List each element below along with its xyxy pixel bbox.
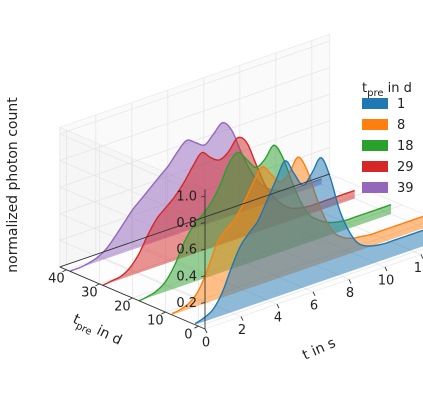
legend-item-18: 18 xyxy=(362,139,414,154)
z-tick-mark xyxy=(200,301,206,304)
grid-line xyxy=(198,248,423,327)
x-tick-mark xyxy=(204,328,208,334)
y-tick-mark xyxy=(161,311,166,315)
y-tick-mark xyxy=(95,283,100,287)
legend-item-29: 29 xyxy=(362,160,414,175)
z-tick-label: 1.0 xyxy=(176,190,197,205)
legend-label: 39 xyxy=(397,181,414,196)
z-tick-label: 0.6 xyxy=(176,243,197,258)
z-tick-mark xyxy=(200,195,206,198)
y-tick-mark xyxy=(194,325,199,329)
z-tick-mark xyxy=(200,275,206,278)
x-tick-mark xyxy=(276,303,280,309)
legend-swatch xyxy=(362,182,388,193)
y-tick-label: 30 xyxy=(81,285,98,300)
grid-line xyxy=(59,93,330,188)
legend-label: 8 xyxy=(397,118,405,133)
series-1-line xyxy=(194,156,423,325)
series-1-area xyxy=(195,157,423,325)
x-tick-mark xyxy=(240,316,244,321)
y-tick-label: 20 xyxy=(114,300,131,315)
legend-title-main: t xyxy=(362,81,367,96)
z-tick-label: 0.4 xyxy=(176,269,197,284)
x-axis-label: t in s xyxy=(300,335,338,364)
x-tick-label: 10 xyxy=(378,274,395,289)
legend-title-sub: pre xyxy=(367,88,383,99)
legend-swatch xyxy=(362,119,388,130)
x-tick-label: 6 xyxy=(310,298,318,313)
y-tick-label: 40 xyxy=(48,271,65,286)
x-tick-label: 0 xyxy=(202,336,210,351)
x-axis-line xyxy=(59,173,330,268)
y-tick-label: 10 xyxy=(147,314,164,329)
x-axis-label-suffix: in s xyxy=(305,335,338,361)
y-axis-label-suffix: in d xyxy=(90,321,124,349)
series-8-line xyxy=(171,156,423,315)
z-tick-label: 0.8 xyxy=(176,216,197,231)
x-tick-mark xyxy=(312,291,316,297)
legend-title: tpre in d xyxy=(362,81,412,99)
axes-layer: 024681012140102030400.20.40.60.81.0 xyxy=(48,173,423,351)
x-tick-label: 2 xyxy=(238,323,246,338)
legend-swatch xyxy=(362,98,388,109)
y-tick-mark xyxy=(62,269,67,273)
grid-line xyxy=(59,40,330,135)
series-1 xyxy=(194,156,423,325)
x-axis-label-main: t xyxy=(300,347,312,364)
x-tick-label: 12 xyxy=(414,261,423,276)
x-tick-label: 8 xyxy=(346,286,354,301)
legend-item-8: 8 xyxy=(362,118,405,133)
z-tick-label: 0.2 xyxy=(176,296,197,311)
y-axis-label: tpre in d xyxy=(69,311,124,351)
legend-label: 29 xyxy=(397,160,414,175)
y-axis-line xyxy=(59,266,206,330)
x-tick-mark xyxy=(348,279,352,284)
legend-item-1: 1 xyxy=(362,97,405,112)
z-tick-mark xyxy=(200,222,206,225)
z-axis-label: normalized photon count xyxy=(5,97,21,273)
grid-line xyxy=(59,67,330,161)
x-tick-mark xyxy=(384,266,388,272)
z-tick-mark xyxy=(200,248,206,251)
x-tick-label: 4 xyxy=(274,311,282,326)
legend-title-suffix: in d xyxy=(384,81,412,96)
series-layer xyxy=(69,121,423,325)
legend-swatch xyxy=(362,140,388,151)
legend-swatch xyxy=(362,161,388,172)
legend-label: 18 xyxy=(397,139,414,154)
y-tick-mark xyxy=(128,297,133,301)
legend-item-39: 39 xyxy=(362,181,414,196)
series-18-line xyxy=(138,144,392,302)
y-tick-label: 0 xyxy=(184,328,192,343)
legend-label: 1 xyxy=(397,97,405,112)
